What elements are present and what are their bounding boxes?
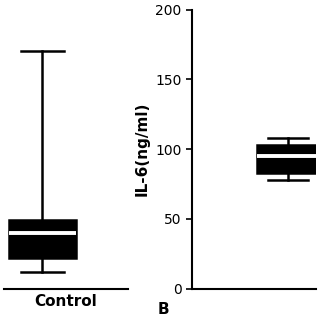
Y-axis label: IL-6(ng/ml): IL-6(ng/ml): [135, 102, 150, 196]
Text: B: B: [157, 302, 169, 317]
X-axis label: Control: Control: [35, 294, 97, 309]
Bar: [257, 145, 319, 173]
Bar: [9, 220, 76, 258]
